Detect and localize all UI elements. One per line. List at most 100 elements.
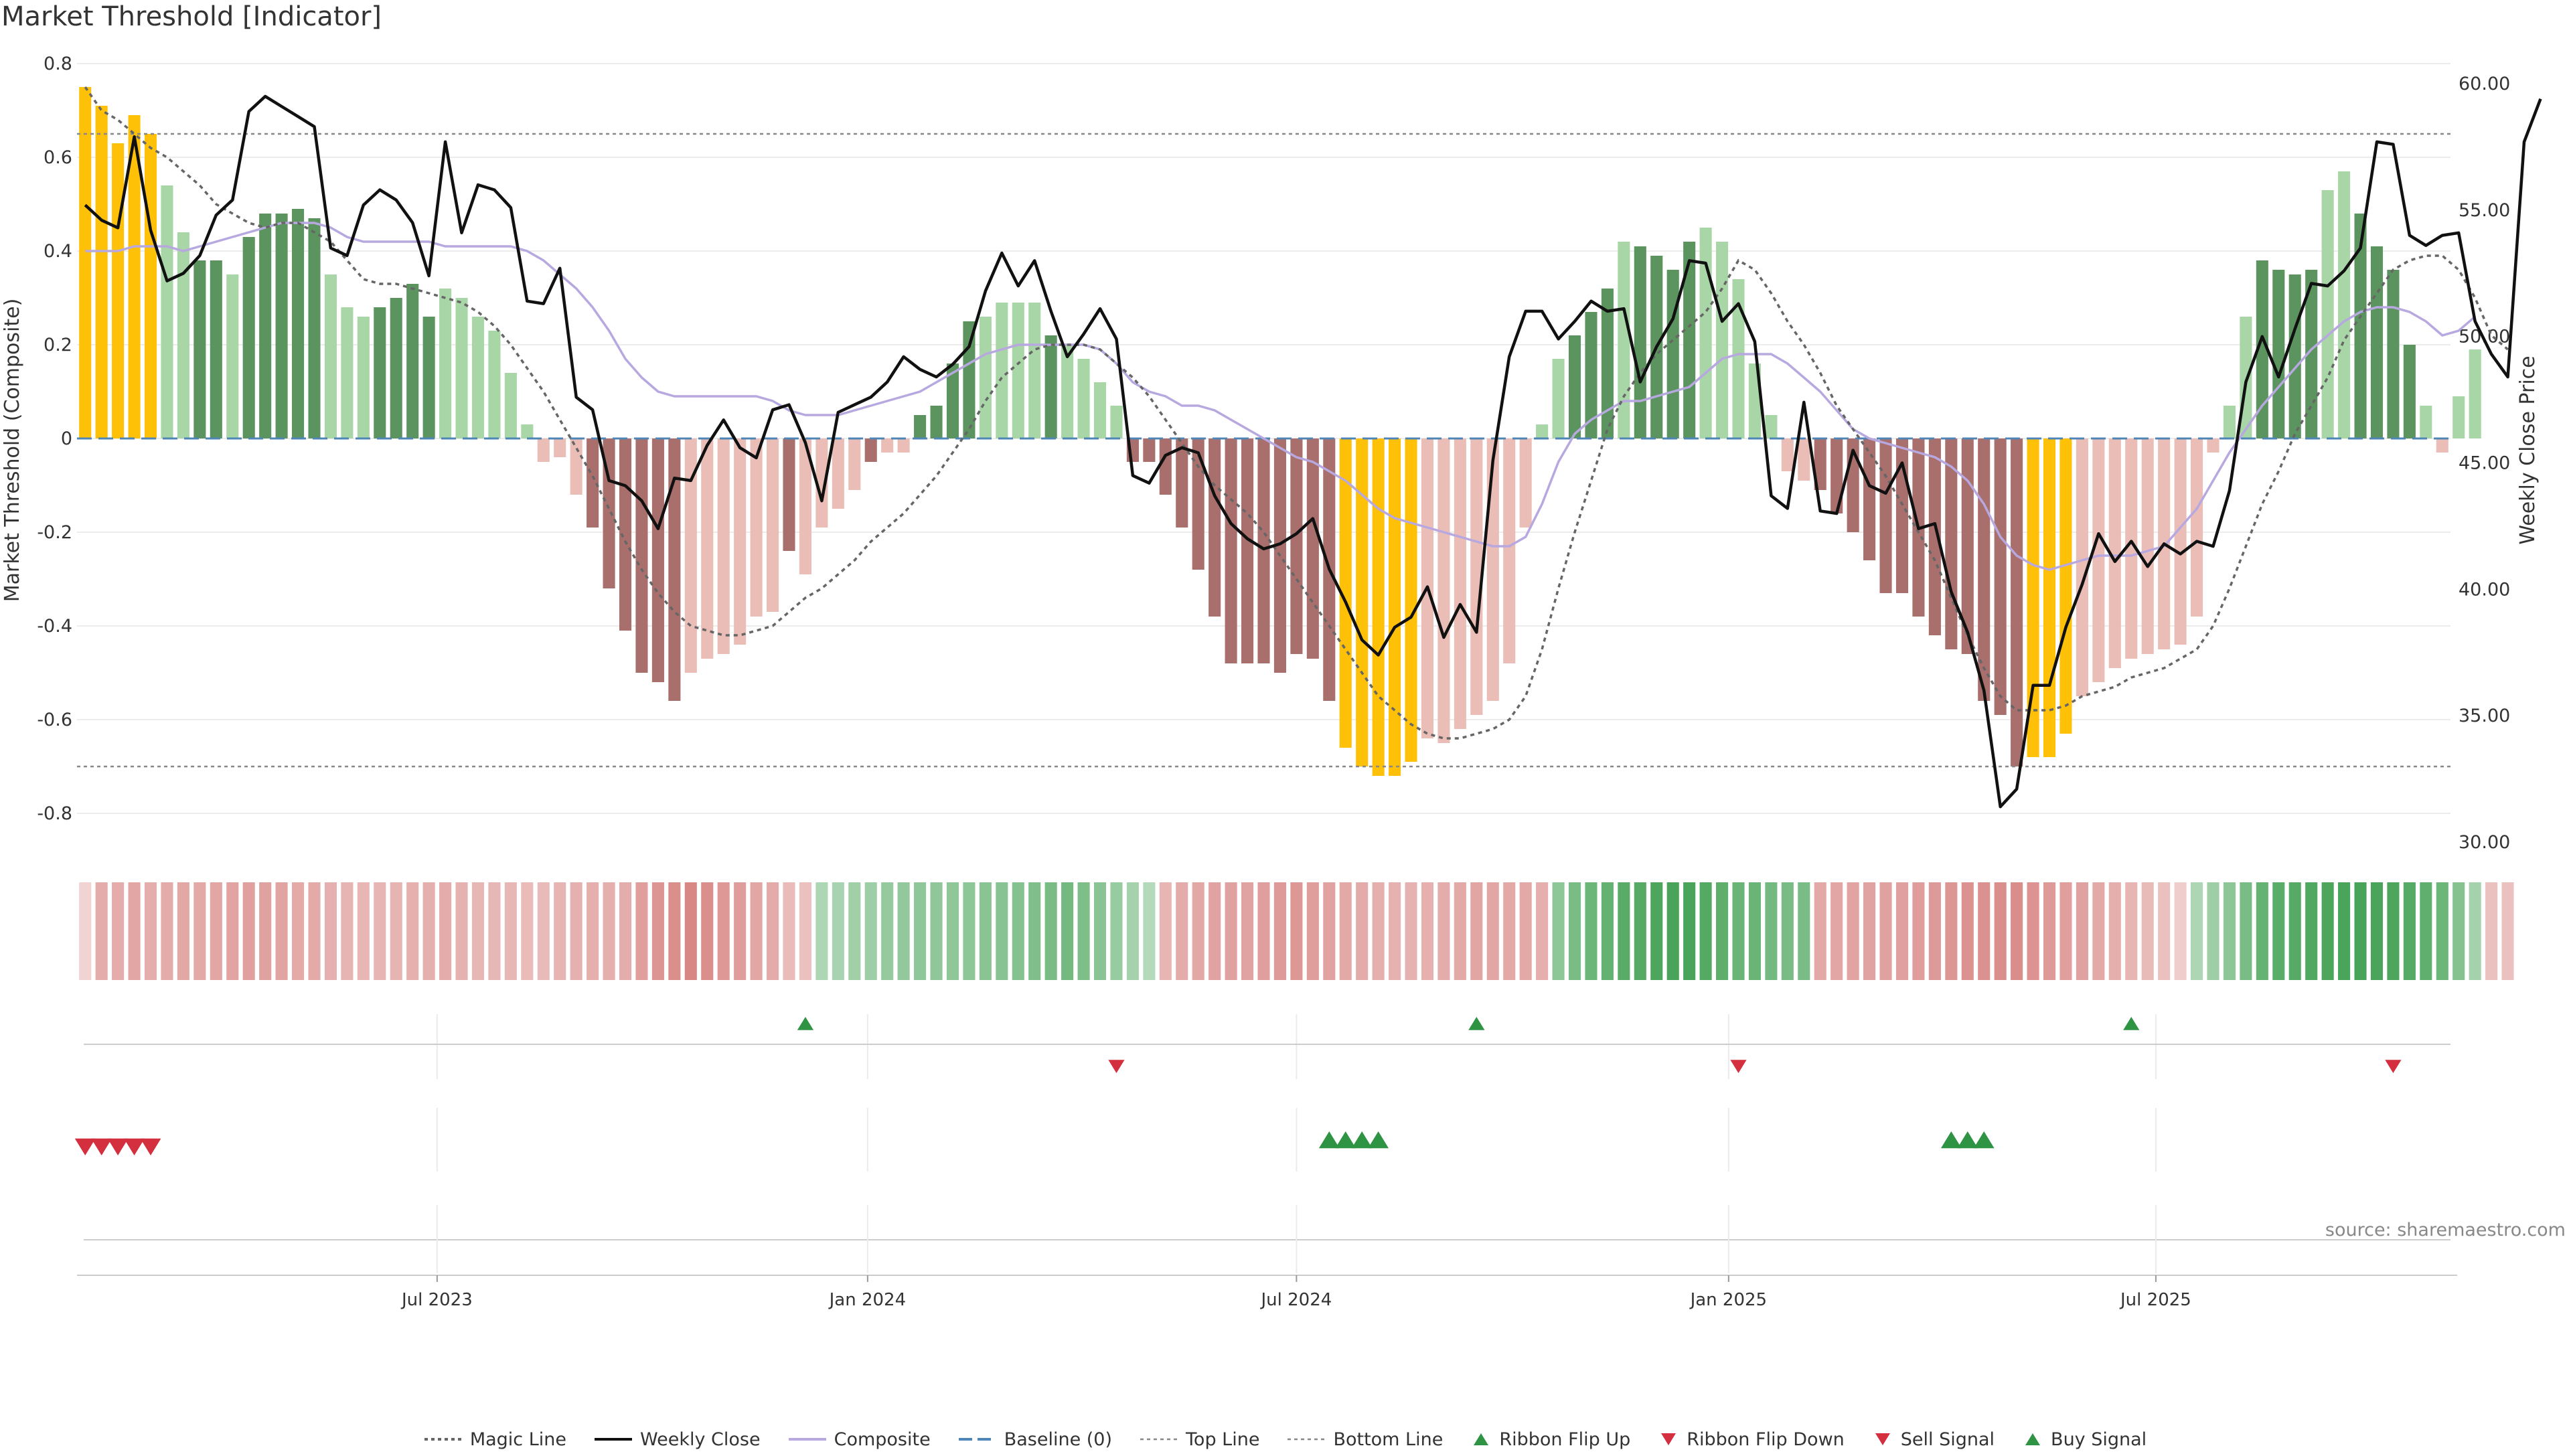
ribbon-cell (1454, 882, 1466, 980)
ribbon-cell (1552, 882, 1565, 980)
composite-bar (832, 438, 844, 509)
ribbon-cell (619, 882, 632, 980)
composite-bar (1176, 438, 1188, 528)
composite-bar (734, 438, 747, 645)
ribbon-cell (1568, 882, 1581, 980)
ribbon-flip-up-marker (1468, 1017, 1485, 1030)
x-tick-label: Jan 2025 (1689, 1290, 1768, 1310)
ribbon-cell (1814, 882, 1826, 980)
ribbon-cell (242, 882, 255, 980)
ribbon-cell (1978, 882, 1991, 980)
ribbon-cell (603, 882, 615, 980)
ribbon-cell (2321, 882, 2334, 980)
ribbon-cell (1061, 882, 1074, 980)
ribbon-cell (2420, 882, 2432, 980)
legend-swatch (958, 1438, 996, 1441)
legend-item: Ribbon Flip Up (1471, 1429, 1630, 1450)
magic-line (84, 86, 2509, 740)
ribbon-cell (734, 882, 747, 980)
ribbon-cell (455, 882, 468, 980)
ribbon-cell (554, 882, 566, 980)
x-tick-label: Jul 2024 (1259, 1290, 1332, 1310)
ribbon-cell (570, 882, 582, 980)
composite-bar (2321, 190, 2334, 438)
legend-swatch-shape (1474, 1433, 1489, 1445)
ribbon-cell (2452, 882, 2465, 980)
composite-bar (1798, 438, 1810, 481)
composite-bar (684, 438, 697, 673)
ribbon-cell (1110, 882, 1123, 980)
legend-swatch (1474, 1433, 1489, 1445)
composite-bar (2272, 270, 2285, 438)
ribbon-cell (684, 882, 697, 980)
ribbon-cell (177, 882, 189, 980)
legend-swatch (2025, 1433, 2041, 1445)
ribbon-cell (374, 882, 386, 980)
ribbon-cell (406, 882, 419, 980)
buy-signal-marker (1335, 1131, 1356, 1149)
ribbon-cell (1241, 882, 1254, 980)
composite-bar (439, 289, 452, 438)
y-axis-right-label: Weekly Close Price (2516, 355, 2540, 544)
composite-bar (210, 260, 222, 438)
legend-item: Baseline (0) (958, 1429, 1112, 1450)
ribbon-cell (210, 882, 222, 980)
ribbon-cell (2288, 882, 2301, 980)
y-axis-left: 0.8 0.6 0.4 0.2 0 -0.2 -0.4 -0.6 -0.8 Market Thre… (1, 54, 72, 824)
ribbon-cell (1912, 882, 1925, 980)
composite-bar (1716, 242, 1729, 438)
composite-bar (2108, 438, 2121, 668)
ribbon-cell (2305, 882, 2318, 980)
legend-label: Ribbon Flip Down (1687, 1429, 1845, 1450)
ribbon-cell (881, 882, 894, 980)
composite-bar (1666, 270, 1679, 438)
ribbon-cell (1961, 882, 1974, 980)
ribbon-cell (1536, 882, 1549, 980)
ribbon-cell (864, 882, 877, 980)
ribbon-cell (1683, 882, 1696, 980)
composite-bar (1634, 246, 1646, 438)
composite-bar (815, 438, 828, 528)
composite-bar (651, 438, 664, 682)
ribbon-cell (1405, 882, 1417, 980)
ribbon-cell (2191, 882, 2203, 980)
ribbon-cell (439, 882, 452, 980)
composite-bar (1110, 406, 1123, 438)
ribbon-cell (1192, 882, 1204, 980)
ribbon-cell (1044, 882, 1057, 980)
ribbon-cell (2207, 882, 2219, 980)
ribbon-cell (1601, 882, 1614, 980)
ribbon-cell (2141, 882, 2154, 980)
ribbon-cell (1209, 882, 1221, 980)
legend-label: Bottom Line (1333, 1429, 1444, 1450)
ribbon-cell (128, 882, 141, 980)
ribbon-cell (1176, 882, 1188, 980)
legend-label: Composite (834, 1429, 931, 1450)
ribbon-cell (1012, 882, 1024, 980)
x-tick-label: Jan 2024 (828, 1290, 907, 1310)
ribbon-cell (1699, 882, 1712, 980)
composite-bar (799, 438, 811, 574)
ribbon-cell (2485, 882, 2498, 980)
ribbon-cell (2059, 882, 2072, 980)
buy-signal-marker (1973, 1131, 1995, 1149)
composite-bar (422, 317, 435, 438)
chart-title: Market Threshold [Indicator] (1, 1, 382, 32)
ribbon-flip-down-marker (1108, 1060, 1125, 1073)
x-tick-label: Jul 2023 (400, 1290, 473, 1310)
ribbon-cell (2092, 882, 2105, 980)
legend-item: Weekly Close (595, 1429, 761, 1450)
y-axis-right: 60.0055.0050.0045.0040.0035.0030.00Weekl… (2459, 74, 2540, 853)
ribbon-cell (1781, 882, 1794, 980)
ribbon-cell (2338, 882, 2351, 980)
composite-bar (2370, 246, 2384, 438)
composite-bar (1683, 242, 1696, 438)
ribbon-flip-up-marker (2123, 1017, 2140, 1030)
ribbon-cell (1356, 882, 1369, 980)
price-tick-label: 30.00 (2459, 832, 2510, 853)
ribbon-cell (1372, 882, 1385, 980)
composite-bar (2174, 438, 2187, 645)
composite-bar (1306, 438, 1319, 659)
composite-bar (1389, 438, 1401, 776)
ribbon-cell (521, 882, 534, 980)
